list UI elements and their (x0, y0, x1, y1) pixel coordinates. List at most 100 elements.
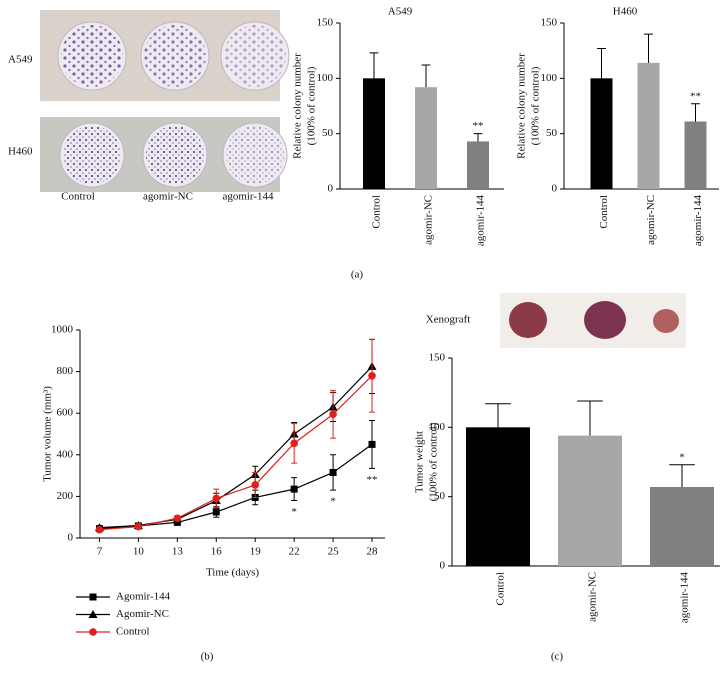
x-tick-label: agomir-NC (587, 572, 599, 622)
legend-label: Control (116, 626, 150, 638)
data-point (329, 410, 337, 419)
y-axis-label: (100% of control) (306, 66, 318, 145)
series-line (99, 375, 373, 531)
x-tick-label: 7 (97, 546, 103, 558)
data-point (95, 525, 104, 534)
error-bar (473, 133, 483, 142)
error-bar (644, 33, 653, 63)
x-tick-label: 10 (133, 546, 145, 558)
plate-photo (40, 10, 290, 192)
y-axis-label: (100% of control) (428, 422, 440, 501)
photo-label: Xenograft (426, 314, 471, 326)
error-bar (485, 403, 511, 428)
x-tick-label: 13 (172, 546, 184, 558)
panel-label: (a) (351, 269, 364, 281)
data-point (290, 485, 298, 493)
y-tick-label: 150 (429, 352, 446, 364)
bar (558, 435, 622, 566)
y-tick-label: 50 (546, 127, 558, 139)
y-axis-label: Tumor volume (mm³) (42, 386, 54, 482)
legend-marker (89, 593, 97, 601)
y-tick-label: 0 (328, 183, 334, 195)
y-tick-label: 150 (541, 17, 558, 29)
y-tick-label: 150 (317, 17, 334, 29)
data-point (173, 514, 182, 523)
significance-label: ** (690, 90, 701, 102)
error-bar (669, 464, 695, 487)
y-tick-label: 600 (57, 407, 74, 419)
x-tick-label: 28 (367, 546, 379, 558)
chart-title: H460 (613, 6, 638, 18)
y-tick-label: 100 (317, 72, 334, 84)
y-tick-label: 0 (440, 560, 446, 572)
legend-marker (88, 610, 98, 618)
x-axis-label: Time (days) (206, 567, 259, 579)
y-tick-label: 100 (541, 72, 558, 84)
y-tick-label: 400 (57, 448, 74, 460)
data-point (212, 494, 221, 503)
x-tick-label: 22 (289, 546, 300, 558)
significance-label: ** (367, 474, 378, 486)
bar (590, 78, 613, 189)
y-axis-label: Relative colony number (516, 53, 528, 159)
data-point (212, 508, 220, 516)
data-point (251, 481, 260, 489)
xenograft-photo (500, 293, 686, 348)
chart-title: A549 (388, 6, 413, 18)
series-line (99, 365, 373, 529)
row-label: A549 (8, 54, 33, 66)
data-point (290, 439, 298, 448)
panel-label: (b) (201, 651, 214, 663)
column-label: agomir-144 (222, 191, 274, 203)
row-label: H460 (8, 146, 33, 158)
y-tick-label: 50 (434, 490, 446, 502)
x-tick-label: agomir-NC (423, 195, 435, 245)
legend-label: Agomir-NC (116, 608, 169, 620)
x-tick-label: 25 (328, 546, 340, 558)
x-tick-label: 19 (250, 546, 262, 558)
error-bar (597, 47, 606, 79)
bar (684, 121, 707, 189)
column-label: agomir-NC (143, 191, 193, 203)
bar (415, 87, 437, 189)
x-tick-label: agomir-144 (692, 195, 704, 247)
series-line (99, 443, 373, 530)
y-tick-label: 50 (322, 127, 334, 139)
bar (363, 78, 385, 189)
error-bar (691, 103, 700, 122)
x-tick-label: agomir-NC (645, 195, 657, 245)
legend-label: Agomir-144 (116, 591, 171, 603)
y-tick-label: 200 (57, 490, 74, 502)
x-tick-label: Control (371, 195, 383, 229)
column-label: Control (61, 191, 95, 203)
y-axis-label: Tumor weight (414, 431, 426, 493)
y-tick-label: 1000 (51, 324, 74, 336)
significance-label: * (291, 506, 297, 518)
data-point (134, 522, 143, 531)
x-tick-label: Control (495, 572, 507, 606)
y-axis-label: (100% of control) (530, 66, 542, 145)
y-tick-label: 0 (68, 532, 74, 544)
data-point (329, 468, 337, 476)
x-tick-label: agomir-144 (475, 195, 487, 247)
legend-marker (89, 628, 97, 636)
data-point (368, 440, 376, 448)
bar (637, 62, 660, 190)
y-tick-label: 100 (429, 421, 446, 433)
data-point (368, 371, 376, 380)
y-tick-label: 0 (552, 183, 558, 195)
bar (650, 486, 714, 566)
x-tick-label: 16 (211, 546, 223, 558)
significance-label: ** (473, 120, 484, 132)
x-tick-label: agomir-144 (679, 572, 691, 624)
error-bar (577, 400, 603, 436)
y-tick-label: 800 (57, 365, 74, 377)
bar (467, 141, 489, 189)
significance-label: * (679, 451, 685, 463)
bar (466, 427, 530, 566)
error-bar (421, 64, 431, 88)
error-bar (369, 52, 379, 79)
significance-label: * (330, 496, 336, 508)
x-tick-label: Control (598, 195, 610, 229)
